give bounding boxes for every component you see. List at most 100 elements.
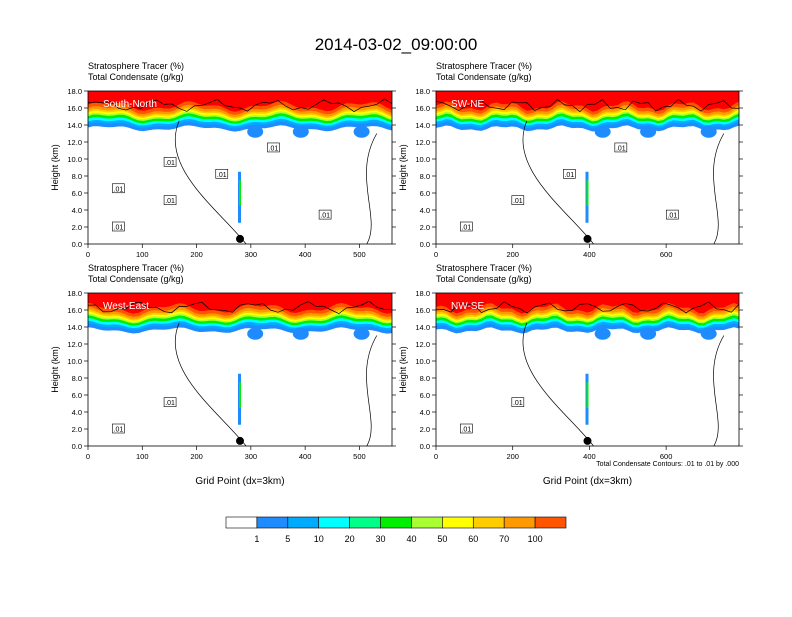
- colorbar-swatch: [380, 516, 412, 529]
- tracer-patch: [594, 327, 611, 340]
- y-tick-label: 2.0: [72, 425, 82, 434]
- contour-line: [88, 98, 392, 113]
- location-marker: [583, 436, 592, 445]
- contour-label: .01: [667, 213, 677, 220]
- y-tick-label: 14.0: [415, 323, 430, 332]
- x-tick-label: 0: [434, 250, 438, 259]
- contour-label: .01: [114, 427, 124, 434]
- y-tick-label: 14.0: [67, 323, 82, 332]
- y-tick-label: 12.0: [67, 138, 82, 147]
- contour-label-box: [215, 169, 229, 179]
- contour-label: .01: [165, 160, 175, 167]
- colorbar-label: 40: [406, 534, 416, 544]
- tracer-patch: [292, 125, 309, 138]
- tracer-patch: [247, 327, 264, 340]
- contour-label-box: [563, 169, 576, 179]
- contour-label: .01: [461, 225, 471, 232]
- panel-label: SW-NE: [451, 99, 484, 110]
- contour-label-box: [112, 183, 125, 194]
- contour-label: .01: [165, 400, 175, 407]
- x-tick-label: 200: [506, 250, 519, 259]
- y-tick-label: 4.0: [420, 408, 430, 417]
- contour-label-box: [614, 142, 628, 153]
- colorbar-swatch: [472, 516, 505, 529]
- y-tick-label: 4.0: [72, 408, 82, 417]
- colorbar-label: 50: [437, 534, 447, 544]
- x-tick-label: 300: [245, 250, 258, 259]
- panel-plot-area: .01 .01 .01 .01 .01: [436, 91, 739, 244]
- panel-nw-se: Stratosphere Tracer (%)Total Condensate …: [398, 263, 743, 487]
- x-tick-label: 600: [660, 452, 673, 461]
- y-tick-label: 2.0: [420, 223, 430, 232]
- panel-west-east: Stratosphere Tracer (%)Total Condensate …: [50, 263, 396, 487]
- panel-plot-area: .01 .01: [88, 293, 392, 446]
- panel-frame: [435, 292, 740, 447]
- y-tick-label: 8.0: [420, 374, 430, 383]
- y-tick-label: 0.0: [420, 442, 430, 451]
- contour-line: [174, 120, 247, 244]
- panel-frame: [435, 90, 740, 245]
- contour-label-box: [459, 423, 473, 434]
- contour-line: [713, 335, 725, 446]
- colorbar-swatch: [503, 516, 536, 529]
- panel-header-line: Total Condensate (g/kg): [436, 274, 532, 284]
- contour-label-box: [163, 157, 177, 167]
- y-tick-label: 18.0: [415, 87, 430, 96]
- colorbar-label: 5: [285, 534, 290, 544]
- y-axis-label: Height (km): [398, 346, 408, 393]
- panel-sw-ne: Stratosphere Tracer (%)Total Condensate …: [398, 61, 743, 259]
- contour-label: .01: [269, 145, 279, 152]
- x-tick-label: 200: [190, 250, 203, 259]
- y-tick-label: 8.0: [72, 374, 82, 383]
- tracer-patch: [700, 327, 717, 340]
- panel-plot-area: .01 .01 .01 .01 .01 .01 .01: [88, 91, 392, 244]
- y-tick-label: 6.0: [72, 189, 82, 198]
- contour-label-box: [267, 142, 280, 153]
- panel-south-north: Stratosphere Tracer (%)Total Condensate …: [50, 61, 396, 259]
- colorbar-swatch: [349, 516, 381, 529]
- panel-header-line: Stratosphere Tracer (%): [88, 263, 184, 273]
- y-tick-label: 12.0: [67, 340, 82, 349]
- colorbar-swatch: [318, 516, 350, 529]
- y-tick-label: 10.0: [415, 155, 430, 164]
- tracer-streak-core: [586, 180, 589, 206]
- x-tick-label: 400: [583, 452, 596, 461]
- x-tick-label: 200: [506, 452, 519, 461]
- contour-label: .01: [217, 172, 227, 179]
- contour-line: [522, 120, 594, 244]
- x-tick-label: 200: [190, 452, 203, 461]
- contour-line: [522, 322, 594, 446]
- tracer-patch: [700, 125, 717, 138]
- contour-line: [436, 98, 739, 113]
- y-tick-label: 10.0: [415, 357, 430, 366]
- x-tick-label: 300: [245, 452, 258, 461]
- contour-line: [436, 301, 739, 314]
- contour-label-box: [163, 397, 177, 407]
- contour-label-box: [318, 209, 332, 220]
- x-tick-label: 600: [660, 250, 673, 259]
- x-tick-label: 100: [136, 250, 149, 259]
- y-tick-label: 18.0: [67, 289, 82, 298]
- contour-label: .01: [616, 145, 626, 152]
- panel-label: South-North: [103, 99, 157, 110]
- y-tick-label: 6.0: [72, 391, 82, 400]
- x-tick-label: 400: [583, 250, 596, 259]
- panel-plot-area: .01 .01: [436, 293, 739, 446]
- y-tick-label: 4.0: [72, 206, 82, 215]
- colorbar-label: 60: [468, 534, 478, 544]
- panel-header-line: Stratosphere Tracer (%): [436, 61, 532, 71]
- location-marker: [236, 436, 244, 445]
- x-tick-label: 500: [353, 250, 366, 259]
- contour-label-box: [112, 221, 125, 232]
- tracer-streak-core: [239, 382, 241, 408]
- y-tick-label: 14.0: [415, 121, 430, 130]
- x-tick-label: 500: [353, 452, 366, 461]
- tracer-band: [88, 91, 392, 112]
- tracer-patch: [594, 125, 611, 138]
- y-tick-label: 18.0: [415, 289, 430, 298]
- contour-label: .01: [165, 198, 175, 205]
- colorbar-swatch: [225, 516, 258, 529]
- y-tick-label: 6.0: [420, 189, 430, 198]
- y-tick-label: 2.0: [72, 223, 82, 232]
